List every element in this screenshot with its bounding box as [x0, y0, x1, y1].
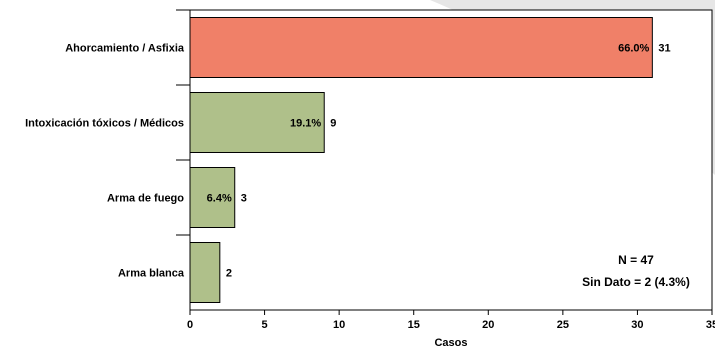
annotation-n: N = 47	[618, 253, 654, 267]
bars-group: 66.0% 31 19.1% 9 6.4% 3 2	[189, 17, 671, 303]
bar-ahorcamiento-asfixia	[189, 17, 653, 78]
bar-arma-de-fuego	[189, 167, 236, 228]
bar-intoxicacion-toxicos-medicos	[189, 92, 325, 153]
bar-arma-blanca	[189, 242, 221, 303]
annotation-sin-dato: Sin Dato = 2 (4.3%)	[582, 275, 690, 289]
y-tick-label: Intoxicación tóxicos / Médicos	[25, 118, 184, 130]
bar-value-label: 31	[658, 43, 670, 55]
y-tick-label: Arma blanca	[118, 268, 185, 280]
axes-group: Ahorcamiento / Asfixia Intoxicación tóxic…	[25, 9, 715, 331]
x-tick-label: 10	[333, 319, 345, 331]
y-tick-label: Arma de fuego	[107, 193, 184, 205]
x-tick-label: 20	[482, 319, 494, 331]
bar-value-label: 3	[241, 193, 247, 205]
x-tick-label: 5	[262, 319, 268, 331]
bar-percent-label: 6.4%	[207, 193, 232, 205]
x-tick-label: 35	[706, 319, 715, 331]
bar-percent-label: 19.1%	[290, 118, 321, 130]
x-tick-label: 0	[187, 319, 193, 331]
x-tick-label: 25	[557, 319, 569, 331]
bar-value-label: 2	[226, 268, 232, 280]
x-tick-label: 15	[408, 319, 420, 331]
bar-value-label: 9	[330, 118, 336, 130]
x-axis-title: Casos	[434, 337, 467, 349]
x-tick-label: 30	[631, 319, 643, 331]
bar-percent-label: 66.0%	[618, 43, 649, 55]
y-tick-label: Ahorcamiento / Asfixia	[65, 43, 185, 55]
